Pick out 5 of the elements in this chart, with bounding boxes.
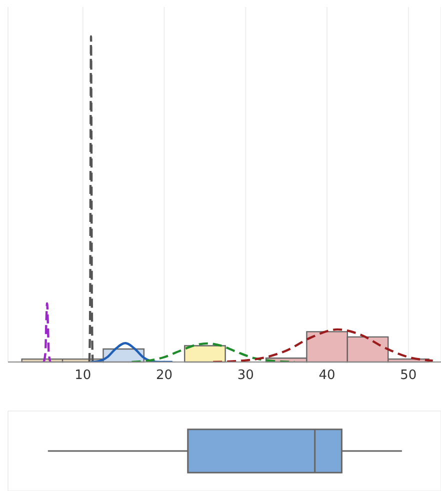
x-tick-label: 50 [400,368,417,384]
x-tick-label: 40 [318,368,336,384]
x-tick-label: 30 [237,368,254,384]
x-tick-label: 10 [74,368,92,384]
x-tick-label: 20 [156,368,173,384]
